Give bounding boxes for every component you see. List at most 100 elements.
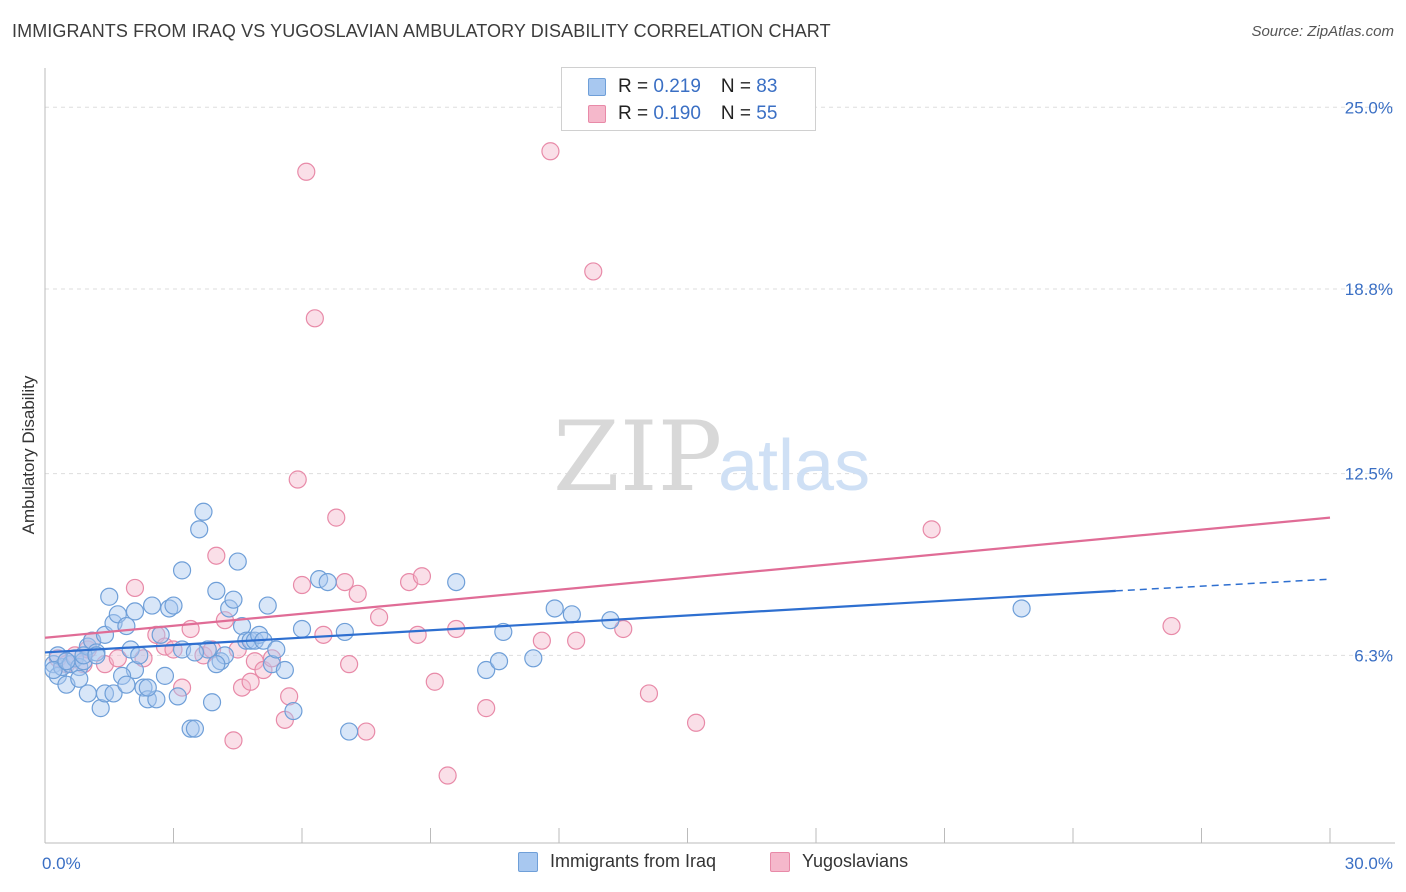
iraq-point	[117, 675, 136, 694]
series-label-yugoslavians: Yugoslavians	[802, 851, 909, 871]
iraq-point	[44, 660, 63, 680]
iraq-point	[164, 596, 183, 615]
yugoslavians-point	[224, 731, 243, 750]
iraq-point	[181, 719, 200, 738]
iraq-point	[340, 722, 359, 741]
yugoslavians-point	[922, 520, 941, 539]
iraq-point	[125, 602, 145, 621]
iraq-point	[207, 581, 226, 600]
y-tick-labels: 6.3% 12.5% 18.8% 25.0%	[1345, 98, 1393, 665]
yugoslavians-point	[370, 608, 389, 627]
axes	[44, 68, 1395, 844]
legend-n-label: N =	[720, 103, 757, 124]
yugoslavians-point	[639, 684, 659, 703]
yugoslavians-point	[125, 578, 145, 598]
iraq-point	[138, 678, 157, 697]
legend-n-label: N =	[720, 76, 757, 97]
yugoslavians-point	[172, 678, 192, 697]
iraq-point	[232, 616, 252, 636]
iraq-point	[258, 596, 277, 615]
iraq-point	[447, 572, 466, 592]
iraq-point	[228, 552, 247, 571]
x-tick-labels: 0.0% 30.0%	[42, 854, 1393, 873]
iraq-point	[524, 649, 543, 668]
y-tick-label: 18.8%	[1345, 280, 1393, 299]
iraq-point	[151, 625, 170, 644]
iraq-point	[134, 678, 153, 697]
series-swatch-iraq	[518, 851, 538, 872]
yugoslavians-point	[292, 575, 312, 595]
yugoslavians-point	[207, 546, 226, 565]
x-tick-label: 30.0%	[1345, 854, 1393, 873]
legend-r-label: R =	[618, 76, 654, 97]
yugoslavians-points	[48, 142, 1181, 785]
iraq-point	[155, 666, 175, 685]
yugoslavians-point	[297, 162, 316, 181]
iraq-point	[335, 622, 354, 642]
iraq-point	[104, 684, 123, 703]
trend-lines	[44, 516, 1331, 654]
yugoslavians-point	[412, 567, 432, 586]
yugoslavians-point	[108, 649, 127, 668]
iraq-point	[292, 619, 312, 639]
yugoslavians-point	[614, 619, 633, 639]
yugoslavians-point	[1162, 616, 1181, 636]
yugoslavians-point	[305, 309, 324, 328]
legend-swatch-yugoslavians	[588, 105, 606, 123]
iraq-point	[267, 640, 286, 659]
iraq-trend-extension	[1115, 578, 1331, 592]
legend-row-yugoslavians: R = 0.190 N = 55	[588, 101, 777, 127]
legend-row-iraq: R = 0.219 N = 83	[588, 74, 777, 100]
iraq-point	[172, 561, 192, 580]
legend-r-label: R =	[618, 103, 654, 124]
series-legend-yugoslavians[interactable]: Yugoslavians	[770, 851, 908, 872]
yugoslavians-point	[262, 649, 282, 668]
iraq-point	[142, 596, 162, 615]
correlation-legend: R = 0.219 N = 83 R = 0.190 N = 55	[561, 67, 816, 131]
yugoslavians-point	[686, 713, 706, 732]
y-tick-label: 12.5%	[1345, 465, 1393, 484]
series-label-iraq: Immigrants from Iraq	[550, 851, 717, 871]
iraq-point	[87, 646, 106, 665]
yugoslavians-point	[584, 262, 603, 281]
series-swatch-yugoslavians	[770, 851, 790, 872]
legend-n-value: 83	[756, 76, 778, 97]
yugoslavians-point	[541, 142, 560, 161]
iraq-point	[57, 652, 76, 671]
yugoslavians-point	[241, 672, 260, 691]
chart-title: IMMIGRANTS FROM IRAQ VS YUGOSLAVIAN AMBU…	[12, 21, 831, 41]
x-tick-label: 0.0%	[42, 854, 81, 873]
yugoslavians-point	[532, 631, 551, 650]
watermark: ZIP atlas	[553, 401, 870, 513]
watermark-atlas: atlas	[718, 426, 870, 506]
series-legend: Immigrants from Iraq Yugoslavians	[0, 851, 1406, 877]
iraq-point	[194, 502, 213, 521]
legend-swatch-iraq	[588, 78, 606, 96]
yugoslavians-point	[438, 766, 457, 785]
iraq-point	[185, 643, 205, 662]
iraq-point	[100, 587, 119, 606]
legend-r-value: 0.219	[653, 76, 701, 97]
series-legend-iraq[interactable]: Immigrants from Iraq	[518, 851, 716, 872]
yugoslavians-point	[288, 470, 307, 489]
iraq-point	[284, 701, 303, 721]
y-tick-label: 25.0%	[1345, 98, 1393, 117]
yugoslavians-point	[340, 655, 359, 674]
iraq-point	[130, 646, 149, 665]
yugoslavians-point	[314, 625, 333, 644]
yugoslavians-point	[425, 672, 444, 691]
legend-r-value: 0.190	[653, 103, 701, 124]
iraq-point	[91, 699, 110, 718]
iraq-point	[202, 693, 222, 712]
iraq-point	[207, 655, 226, 674]
yugoslavians-point	[408, 625, 427, 644]
iraq-point	[220, 599, 239, 618]
iraq-point	[275, 660, 294, 680]
y-axis-title: Ambulatory Disability	[19, 375, 38, 534]
iraq-point	[562, 605, 581, 624]
iraq-point	[318, 572, 337, 592]
iraq-point	[168, 687, 187, 706]
iraq-point	[185, 719, 205, 738]
yugoslavians-point	[327, 508, 346, 527]
